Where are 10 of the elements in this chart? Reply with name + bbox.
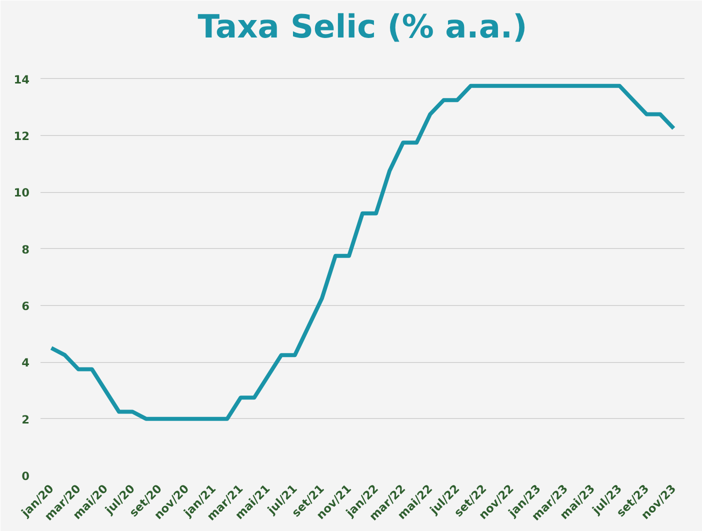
y-tick-label: 6: [22, 299, 30, 313]
y-tick-label: 0: [22, 469, 30, 483]
y-tick-label: 12: [14, 129, 30, 143]
chart-title: Taxa Selic (% a.a.): [198, 8, 528, 46]
y-tick-label: 10: [14, 186, 30, 200]
y-tick-label: 4: [22, 356, 30, 370]
y-tick-label: 2: [22, 412, 30, 426]
y-tick-label: 14: [14, 72, 30, 86]
y-tick-label: 8: [22, 242, 30, 256]
line-series: [49, 84, 676, 421]
